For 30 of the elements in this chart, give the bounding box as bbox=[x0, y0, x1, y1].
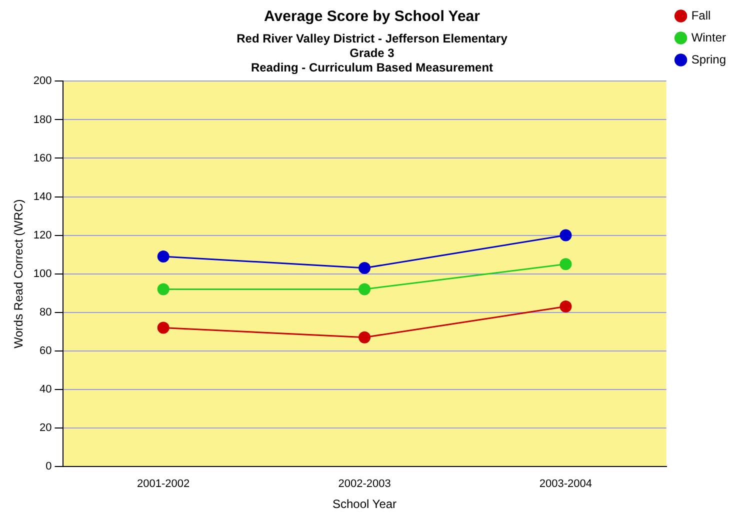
legend-label: Spring bbox=[691, 52, 726, 66]
chart-subtitle: Red River Valley District - Jefferson Elementary Grade 3 Reading - Curriculum Based Measurement bbox=[236, 32, 508, 74]
y-tick-label: 140 bbox=[33, 190, 52, 203]
point bbox=[358, 331, 371, 344]
chart-title: Average Score by School Year bbox=[264, 8, 480, 26]
y-tick-label: 120 bbox=[33, 229, 52, 242]
point bbox=[157, 250, 170, 262]
y-tick-label: 60 bbox=[40, 344, 52, 357]
y-axis-title: Words Read Correct (WRC) bbox=[12, 199, 26, 348]
point bbox=[157, 322, 170, 334]
x-axis-title: School Year bbox=[332, 497, 397, 512]
point bbox=[560, 229, 572, 242]
point bbox=[157, 283, 170, 296]
x-tick-label: 2003-2004 bbox=[539, 478, 592, 490]
y-tick-label: 0 bbox=[46, 460, 52, 472]
x-tick-label: 2002-2003 bbox=[338, 478, 391, 490]
y-tick-label: 100 bbox=[33, 268, 52, 280]
legend-label: Fall bbox=[691, 8, 711, 22]
point bbox=[358, 283, 371, 296]
y-tick-label: 40 bbox=[40, 383, 52, 396]
point bbox=[358, 262, 371, 274]
y-tick-label: 20 bbox=[40, 422, 52, 434]
y-tick-label: 160 bbox=[33, 152, 52, 164]
y-tick-label: 80 bbox=[40, 306, 52, 318]
y-tick-label: 180 bbox=[33, 114, 52, 126]
point bbox=[560, 258, 572, 270]
point bbox=[560, 300, 572, 313]
x-tick-label: 2001-2002 bbox=[137, 478, 190, 490]
y-tick-label: 200 bbox=[33, 75, 52, 88]
legend-label: Winter bbox=[691, 30, 726, 44]
